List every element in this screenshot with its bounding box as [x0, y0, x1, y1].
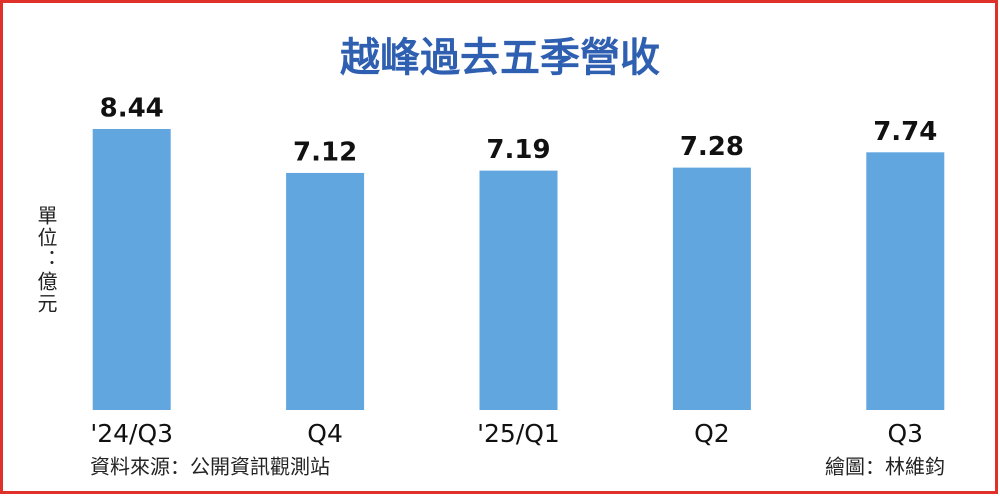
y-axis-label: 單位：億元 — [34, 205, 58, 315]
source: 資料來源：公開資訊觀測站 — [90, 455, 330, 479]
bar — [866, 152, 945, 410]
x-tick-label: Q3 — [888, 419, 924, 448]
credit: 繪圖：林維鈞 — [825, 455, 945, 479]
bar — [286, 172, 365, 410]
data-label: 7.12 — [293, 137, 357, 167]
x-tick-label: '25/Q1 — [477, 419, 560, 448]
bar — [92, 129, 171, 410]
data-label: 8.44 — [100, 94, 164, 124]
bar — [672, 167, 751, 410]
data-label: 7.19 — [486, 135, 550, 165]
x-tick-label: Q2 — [694, 419, 730, 448]
data-label: 7.28 — [680, 132, 744, 162]
x-tick-label: '24/Q3 — [90, 419, 173, 448]
chart-title: 越峰過去五季營收 — [340, 35, 660, 81]
x-tick-label: Q4 — [307, 419, 343, 448]
data-label: 7.74 — [873, 117, 937, 147]
bar — [479, 170, 558, 410]
